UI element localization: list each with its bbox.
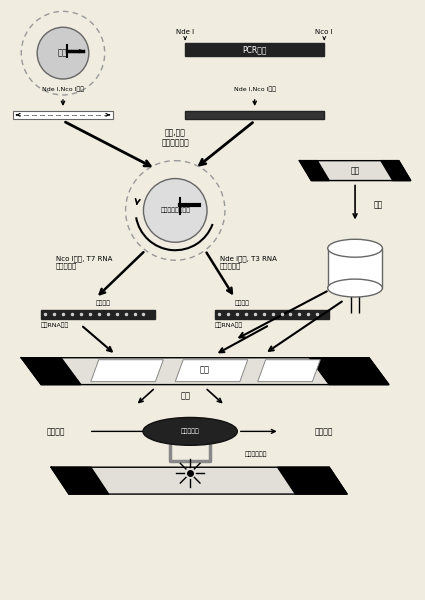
Bar <box>215 310 329 319</box>
Text: Nco I酵切, T7 RNA
聚合酶标记: Nco I酵切, T7 RNA 聚合酶标记 <box>56 255 112 269</box>
Text: 添加标记: 添加标记 <box>235 300 250 306</box>
Bar <box>41 310 156 319</box>
Ellipse shape <box>328 279 382 297</box>
Ellipse shape <box>328 239 382 257</box>
Text: 含插入片段的质粒: 含插入片段的质粒 <box>160 208 190 213</box>
Polygon shape <box>309 358 389 385</box>
Bar <box>185 111 324 119</box>
Polygon shape <box>91 360 163 382</box>
Polygon shape <box>278 467 347 494</box>
Text: 抗地高辛抗体: 抗地高辛抗体 <box>245 451 267 457</box>
Text: 处理: 处理 <box>374 200 383 209</box>
Text: 紫色沉淠: 紫色沉淠 <box>314 427 333 436</box>
Text: Nde I,Nco I酶切: Nde I,Nco I酶切 <box>234 86 276 92</box>
Text: 检测: 检测 <box>180 392 190 401</box>
Polygon shape <box>300 161 329 181</box>
Circle shape <box>37 27 89 79</box>
Polygon shape <box>300 161 411 181</box>
Polygon shape <box>51 467 109 494</box>
Polygon shape <box>21 358 389 385</box>
Text: 碱性磷酸酶: 碱性磷酸酶 <box>181 428 199 434</box>
Text: 连接,筛选
得到阳性质粒: 连接,筛选 得到阳性质粒 <box>162 128 189 148</box>
Polygon shape <box>175 360 248 382</box>
Bar <box>13 111 113 119</box>
Text: 载片: 载片 <box>351 166 360 175</box>
Text: 添加标记: 添加标记 <box>96 300 111 306</box>
Text: 正义RNA探针: 正义RNA探针 <box>215 323 243 328</box>
Text: 质粒: 质粒 <box>58 49 68 58</box>
Ellipse shape <box>143 418 237 445</box>
Text: 反义RNA探针: 反义RNA探针 <box>41 323 69 328</box>
Text: Nde I,Nco I酶切: Nde I,Nco I酶切 <box>42 86 84 92</box>
Text: 杂交: 杂交 <box>200 365 210 374</box>
Bar <box>328 248 382 288</box>
Bar <box>185 43 324 56</box>
Polygon shape <box>21 358 81 385</box>
Polygon shape <box>51 467 347 494</box>
Text: Nco I: Nco I <box>315 29 333 35</box>
Text: Nde I: Nde I <box>176 29 194 35</box>
Circle shape <box>144 179 207 242</box>
Text: PCR产物: PCR产物 <box>243 45 267 54</box>
Text: Nde I酵切, T3 RNA
聚合酶标记: Nde I酵切, T3 RNA 聚合酶标记 <box>220 255 277 269</box>
Polygon shape <box>381 161 411 181</box>
Polygon shape <box>258 360 320 382</box>
Text: 无色底物: 无色底物 <box>47 427 65 436</box>
